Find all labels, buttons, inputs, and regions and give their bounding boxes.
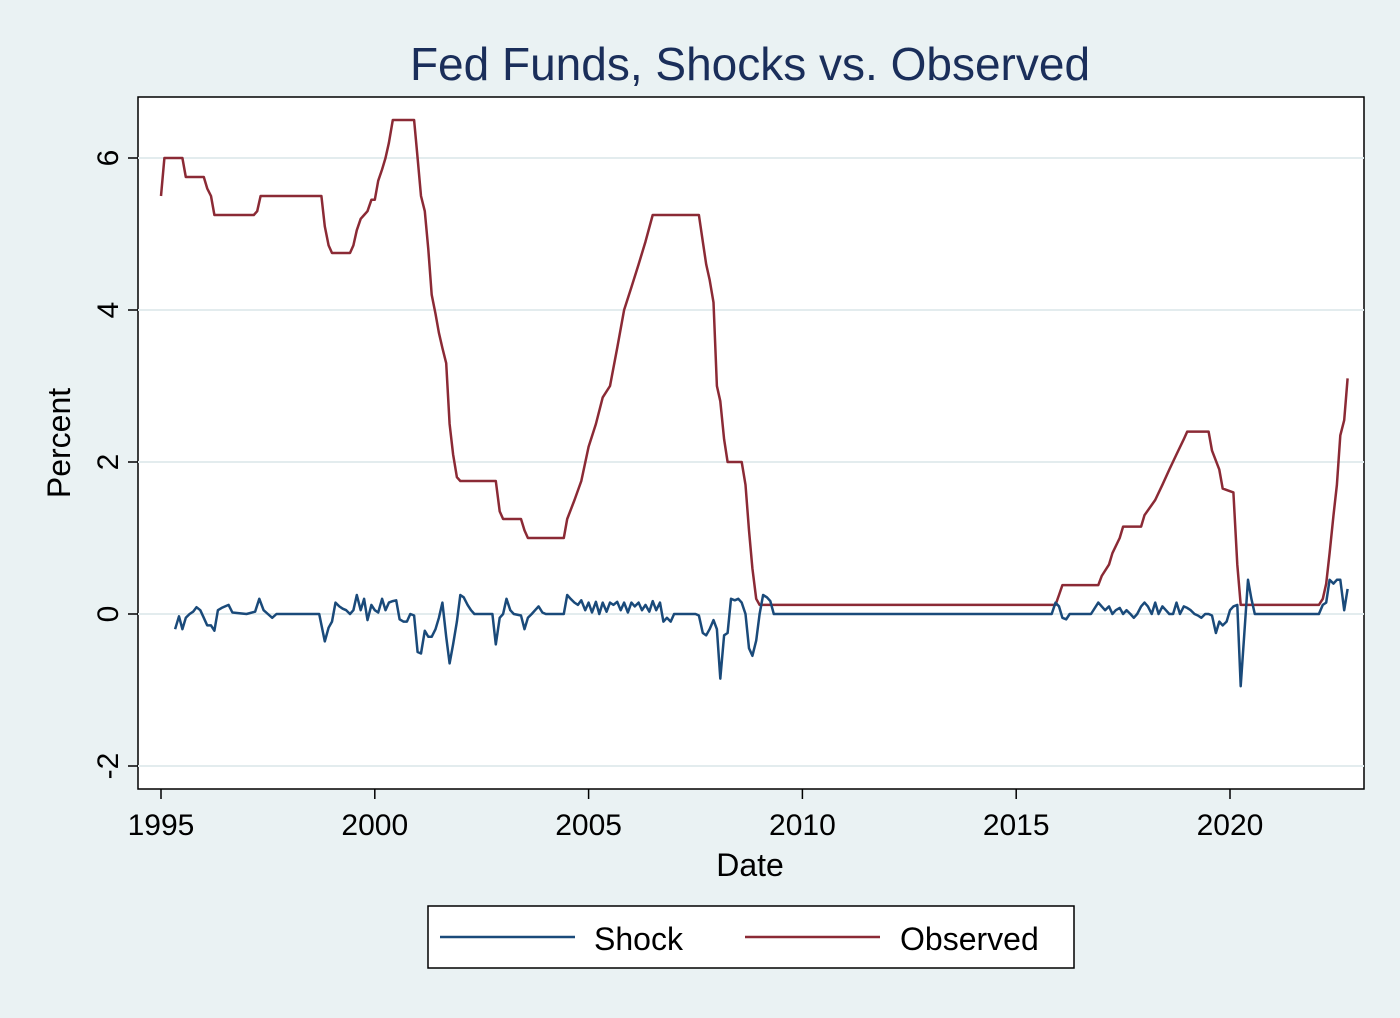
y-tick-label-4: 6 xyxy=(92,150,125,167)
x-axis-ticks: 1995 2000 2005 2010 2015 2020 xyxy=(128,789,1264,842)
y-tick-label-1: 0 xyxy=(92,606,125,623)
legend-label-observed: Observed xyxy=(900,921,1039,957)
legend-label-shock: Shock xyxy=(594,921,684,957)
x-tick-label-2: 2005 xyxy=(555,809,622,842)
y-axis-ticks: -2 0 2 4 6 xyxy=(92,150,138,780)
x-tick-label-3: 2010 xyxy=(769,809,836,842)
chart-title: Fed Funds, Shocks vs. Observed xyxy=(410,38,1090,90)
y-tick-label-3: 4 xyxy=(92,302,125,319)
y-tick-label-2: 2 xyxy=(92,454,125,471)
x-tick-label-0: 1995 xyxy=(128,809,195,842)
series-lines xyxy=(159,118,1349,688)
x-tick-label-5: 2020 xyxy=(1197,809,1264,842)
x-tick-label-4: 2015 xyxy=(983,809,1050,842)
series-line-observed xyxy=(159,118,1349,607)
legend: Shock Observed xyxy=(427,905,1075,969)
plot-area xyxy=(137,96,1365,790)
x-tick-label-1: 2000 xyxy=(341,809,408,842)
y-axis-label: Percent xyxy=(41,388,77,498)
x-axis-label: Date xyxy=(716,847,784,883)
y-tick-label-0: -2 xyxy=(92,753,125,780)
series-line-shock xyxy=(173,578,1349,688)
